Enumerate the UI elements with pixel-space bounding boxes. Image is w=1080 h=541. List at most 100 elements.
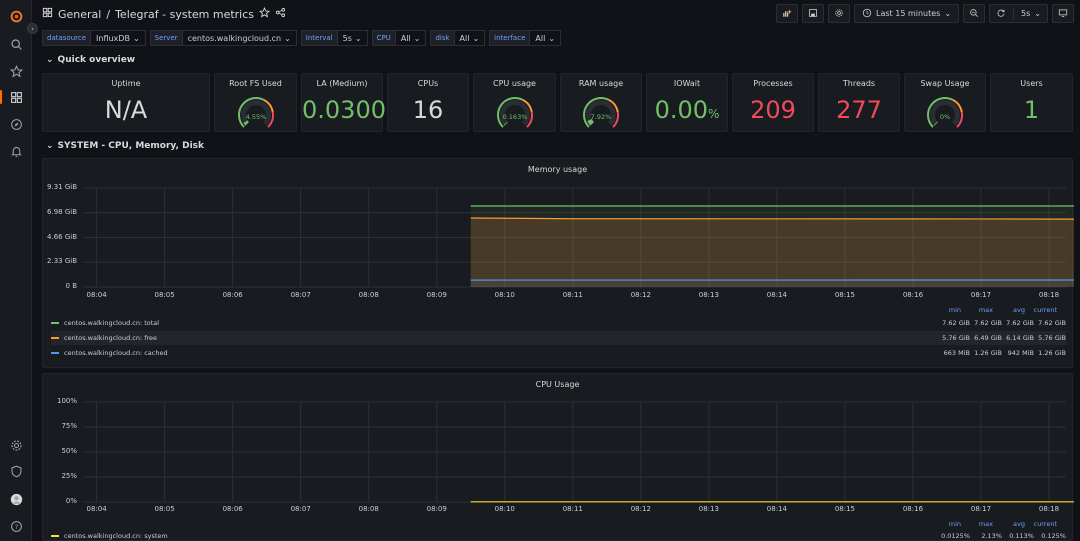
legend-max-value: 2.13%	[981, 532, 1002, 540]
legend-max-value: 6.49 GiB	[974, 334, 1002, 342]
stat-panel-cpus[interactable]: CPUs 16	[387, 73, 469, 132]
time-range-label: Last 15 minutes	[876, 9, 941, 18]
dashboard-header: General / Telegraf - system metrics Last…	[32, 0, 1080, 28]
zoom-out-button[interactable]	[963, 4, 986, 23]
legend-avg-value: 942 MiB	[1007, 349, 1034, 357]
stat-panel-iowait[interactable]: IOWait 0.00%	[646, 73, 728, 132]
x-tick-label: 08:07	[290, 291, 311, 299]
legend-swatch	[51, 352, 59, 354]
settings-gear-icon[interactable]	[8, 437, 24, 453]
stat-number: 0.00	[654, 96, 709, 124]
variable-interface: interface All ⌄	[489, 30, 562, 46]
star-icon[interactable]	[258, 6, 271, 21]
variable-select-cpu[interactable]: All ⌄	[395, 30, 427, 46]
stat-panel-la-medium[interactable]: LA (Medium) 0.0300	[301, 73, 386, 132]
server-admin-shield-icon[interactable]	[8, 463, 24, 479]
x-tick-label: 08:15	[834, 505, 855, 513]
legend-col-current: current	[1033, 520, 1057, 528]
variable-value: All	[535, 33, 546, 43]
panel-title: Memory usage	[527, 165, 588, 174]
time-picker-button[interactable]: Last 15 minutes ⌄	[854, 4, 960, 23]
stat-panel-users[interactable]: Users 1	[990, 73, 1073, 132]
dashboards-icon[interactable]	[8, 89, 24, 105]
gauge-threshold-arc	[927, 97, 954, 128]
share-icon[interactable]	[275, 7, 286, 21]
cycle-view-mode-button[interactable]	[1052, 4, 1074, 23]
x-tick-label: 08:09	[426, 291, 447, 299]
x-tick-label: 08:13	[698, 291, 719, 299]
variable-select-disk[interactable]: All ⌄	[454, 30, 486, 46]
plot-svg[interactable]	[43, 374, 1074, 504]
legend-current-value: 0.125%	[1041, 532, 1066, 540]
gauge-threshold-arc	[525, 112, 533, 128]
help-icon[interactable]: ?	[8, 518, 24, 534]
gauge-chart: 0.163%	[496, 97, 533, 128]
variable-select-datasource[interactable]: InfluxDB ⌄	[91, 30, 146, 46]
variable-cpu: CPU All ⌄	[371, 30, 427, 46]
variable-select-interval[interactable]: 5s ⌄	[337, 30, 368, 46]
row-toggle-system[interactable]: ⌄ SYSTEM - CPU, Memory, Disk	[46, 141, 204, 151]
expand-menu-button[interactable]: ›	[27, 23, 38, 34]
gauge-value: 0.163%	[502, 113, 527, 121]
plot-svg[interactable]	[43, 159, 1074, 289]
stat-panel-cpu-usage[interactable]: CPU usage 0.163%	[473, 73, 556, 132]
gauge-value-arc	[587, 118, 595, 126]
stat-number: 1	[1023, 96, 1040, 124]
legend-series-name: centos.walkingcloud.cn: system	[64, 532, 168, 540]
add-panel-icon	[782, 8, 792, 20]
grafana-logo-icon[interactable]	[8, 8, 24, 24]
variable-select-server[interactable]: centos.walkingcloud.cn ⌄	[182, 30, 297, 46]
legend-row[interactable]: centos.walkingcloud.cn: system 0.0125% 2.1…	[51, 529, 1066, 541]
x-tick-label: 08:06	[222, 505, 243, 513]
row-toggle-quick-overview[interactable]: ⌄ Quick overview	[46, 55, 135, 65]
legend-row[interactable]: centos.walkingcloud.cn: total 7.62 GiB 7.6…	[51, 316, 1066, 330]
series-area	[470, 280, 1074, 287]
chevron-down-icon: ⌄	[354, 33, 362, 43]
starred-icon[interactable]	[8, 63, 24, 79]
variable-value: centos.walkingcloud.cn	[187, 33, 282, 43]
series-line[interactable]	[470, 500, 1074, 503]
gauge-track	[930, 100, 960, 126]
explore-icon[interactable]	[8, 116, 24, 132]
gauge-threshold-arc	[583, 97, 610, 128]
user-avatar-icon[interactable]	[8, 491, 24, 507]
stat-panel-ram-usage[interactable]: RAM usage 7.92%	[560, 73, 642, 132]
stat-panel-swap-usage[interactable]: Swap Usage 0%	[904, 73, 986, 132]
series-line[interactable]	[470, 217, 1074, 226]
legend-min-value: 7.62 GiB	[942, 319, 970, 327]
dashboard-settings-button[interactable]	[828, 4, 851, 23]
x-tick-label: 08:11	[562, 505, 583, 513]
y-tick-label: 2.33 GiB	[47, 257, 77, 266]
x-tick-label: 08:12	[630, 505, 651, 513]
stat-panel-uptime[interactable]: Uptime N/A	[42, 73, 210, 132]
legend-row[interactable]: centos.walkingcloud.cn: free 5.76 GiB 6.49…	[51, 331, 1066, 345]
gauge-threshold-arc	[521, 98, 533, 113]
chevron-down-icon: ⌄	[1034, 9, 1041, 18]
gear-icon	[834, 8, 844, 20]
variable-select-interface[interactable]: All ⌄	[530, 30, 562, 46]
stat-panel-root-fs-used[interactable]: Root FS Used 4.55%	[214, 73, 297, 132]
cpu-usage-panel[interactable]: CPU Usage min max avg current centos.wal…	[42, 373, 1074, 541]
refresh-icon	[996, 8, 1006, 20]
legend-min-value: 663 MiB	[943, 349, 970, 357]
stat-value: 0.0300	[302, 96, 386, 124]
variable-label: Interval	[300, 30, 338, 46]
legend-row[interactable]: centos.walkingcloud.cn: cached 663 MiB 1.2…	[51, 346, 1066, 360]
search-icon[interactable]	[8, 36, 24, 52]
chevron-down-icon: ⌄	[413, 33, 421, 43]
row-title: SYSTEM - CPU, Memory, Disk	[57, 141, 205, 151]
save-icon	[808, 8, 818, 20]
folder-link[interactable]: General	[58, 7, 102, 21]
stat-title: CPU usage	[493, 79, 536, 88]
add-panel-button[interactable]	[776, 4, 799, 23]
stat-panel-threads[interactable]: Threads 277	[818, 73, 900, 132]
stat-title: Users	[1020, 79, 1043, 88]
refresh-button[interactable]: 5s ⌄	[989, 4, 1048, 23]
stat-number: 209	[750, 96, 796, 124]
dashboard-title[interactable]: Telegraf - system metrics	[115, 7, 255, 21]
memory-usage-panel[interactable]: Memory usage min max avg current centos.…	[42, 158, 1074, 368]
save-dashboard-button[interactable]	[802, 4, 825, 23]
variable-server: Server centos.walkingcloud.cn ⌄	[149, 30, 297, 46]
stat-panel-processes[interactable]: Processes 209	[732, 73, 814, 132]
alerting-bell-icon[interactable]	[8, 143, 24, 159]
